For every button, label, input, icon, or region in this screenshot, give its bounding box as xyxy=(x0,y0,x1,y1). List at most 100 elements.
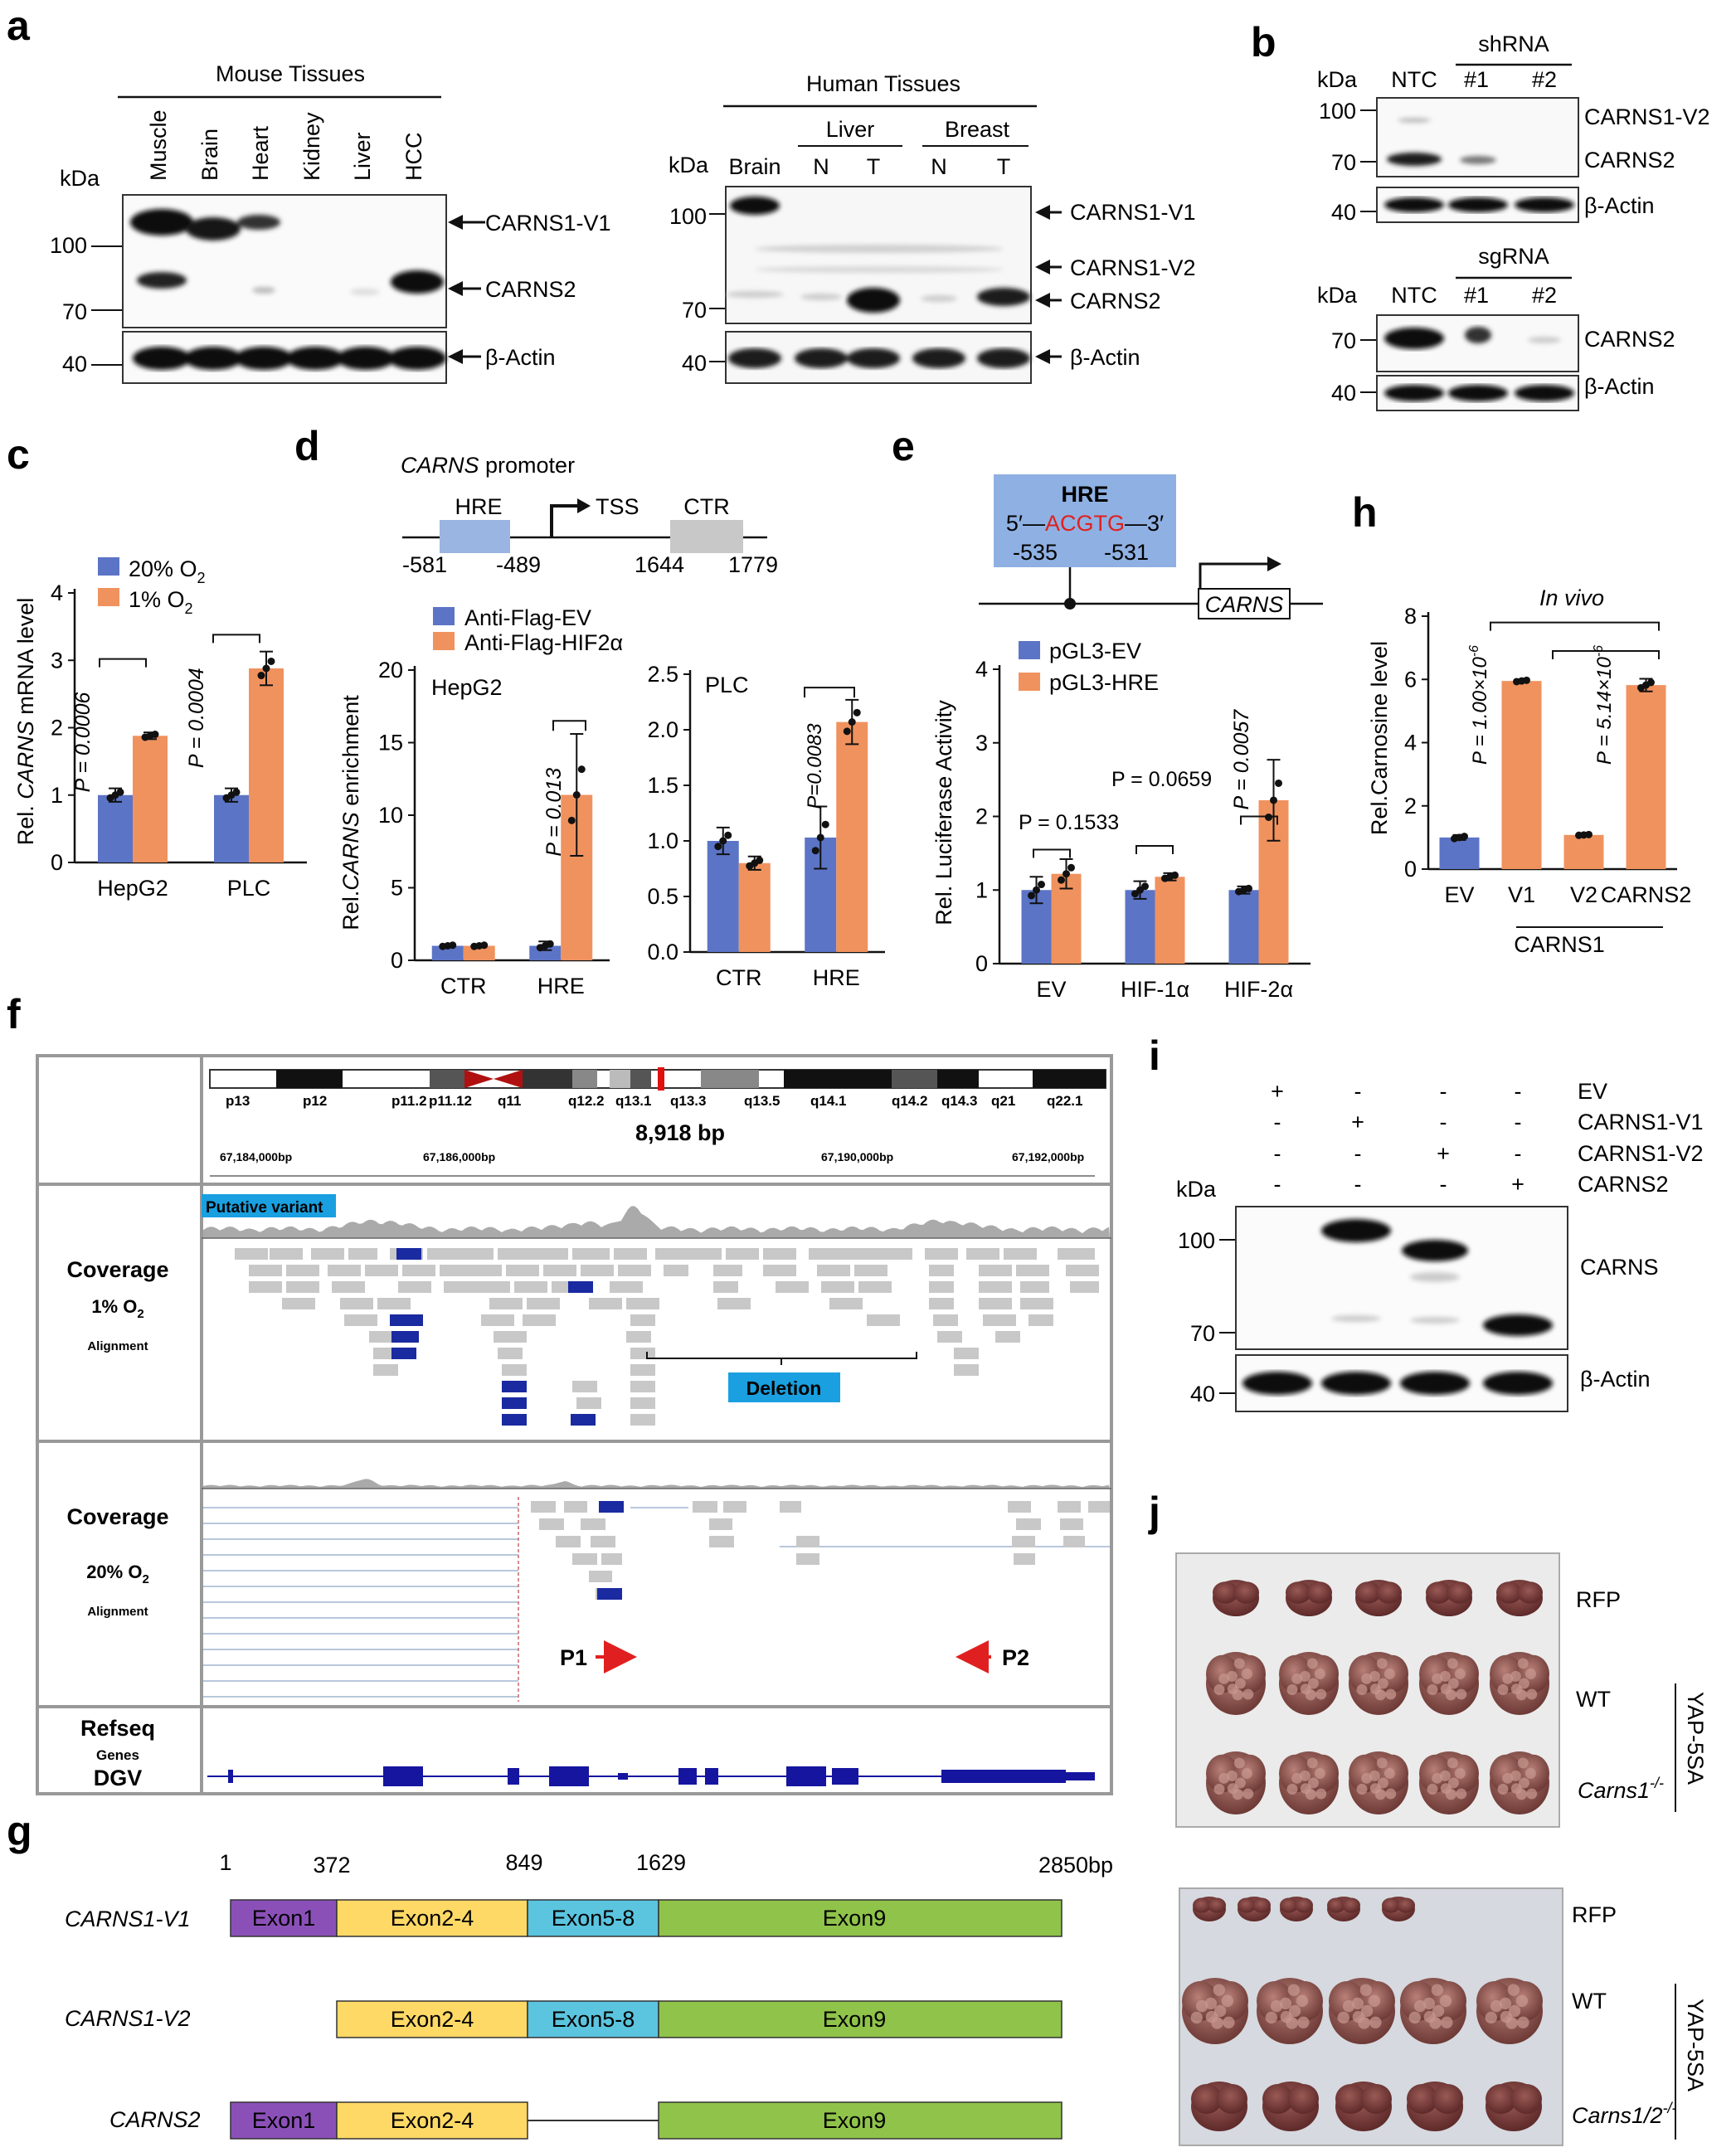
data-point xyxy=(1275,779,1282,787)
tumor-nodule xyxy=(1234,1678,1246,1689)
marker-40: 40 xyxy=(62,352,87,376)
track2-coverage: Coverage xyxy=(66,1504,168,1529)
group-liver: Liver xyxy=(826,117,875,142)
tumor-nodule xyxy=(1351,1997,1364,2010)
kda-label: kDa xyxy=(1176,1177,1217,1202)
tumor-nodule xyxy=(1299,1770,1311,1781)
tumor-nodule xyxy=(1307,1678,1319,1689)
liver-lobe xyxy=(1486,2084,1517,2114)
model-yap5sa: YAP-5SA xyxy=(1683,1692,1708,1785)
y-axis-label: Rel.CARNS enrichment xyxy=(338,695,363,930)
y-tick-label: 0.5 xyxy=(647,884,678,909)
data-point xyxy=(1063,870,1070,878)
liver-lobe xyxy=(1382,1897,1400,1913)
significance-bracket xyxy=(212,634,260,644)
read xyxy=(796,1553,819,1565)
significance-bracket xyxy=(99,658,147,668)
read xyxy=(282,1298,315,1309)
liver-lobe xyxy=(1327,1897,1345,1913)
tumor-nodule xyxy=(1385,1688,1397,1700)
read-variant xyxy=(391,1314,416,1326)
tumor-nodule xyxy=(1369,1670,1380,1682)
tumor-nodule xyxy=(1204,1997,1218,2010)
panel-label-a: a xyxy=(7,2,31,49)
bar xyxy=(214,794,249,862)
band-actin: β-Actin xyxy=(1584,193,1655,218)
promoter-title: CARNS promoter xyxy=(401,453,575,478)
y-axis-label: Rel. CARNS mRNA level xyxy=(13,598,38,846)
tumor-nodule xyxy=(1500,2010,1513,2023)
liver-lobe xyxy=(1193,1897,1211,1913)
panel-b-blots: shRNA kDa NTC #1 #2 100 70 40 CARNS1-V2 … xyxy=(1317,32,1710,411)
chart-title: In vivo xyxy=(1539,585,1604,610)
tumor-nodule xyxy=(1227,1783,1238,1795)
read-variant xyxy=(502,1397,527,1409)
tumor-nodule xyxy=(1524,1669,1536,1679)
tumor-nodule xyxy=(1213,2004,1227,2018)
liver-lobe xyxy=(1306,1581,1332,1604)
read xyxy=(809,1248,842,1260)
data-point xyxy=(1058,876,1065,884)
condition-sign: - xyxy=(1354,1172,1362,1197)
read xyxy=(713,1281,738,1293)
panel-label-i: i xyxy=(1149,1032,1160,1079)
exon9-label: Exon9 xyxy=(823,2108,887,2133)
condition-sign: - xyxy=(1440,1079,1447,1104)
read xyxy=(527,1298,560,1309)
band-label: q14.1 xyxy=(810,1093,846,1109)
read xyxy=(460,1248,494,1260)
tumor-nodule xyxy=(1427,1684,1438,1695)
data-point xyxy=(116,788,124,796)
x-tick-label: HIF-1α xyxy=(1121,977,1189,1002)
legend-swatch-1 xyxy=(98,588,119,606)
human-tissues-title: Human Tissues xyxy=(806,71,960,96)
tumor-nodule xyxy=(1510,1770,1521,1781)
tumor-nodule xyxy=(1377,1777,1388,1789)
read xyxy=(535,1248,568,1260)
condition-sign: + xyxy=(1351,1110,1364,1134)
read xyxy=(858,1281,892,1293)
primer-p2: P2 xyxy=(1002,1645,1029,1670)
genomic-coordinates: 67,184,000bp 67,186,000bp 67,190,000bp 6… xyxy=(220,1150,1084,1163)
read xyxy=(498,1348,523,1359)
exon9-v1 xyxy=(658,1899,1063,1937)
condition-sign: - xyxy=(1354,1141,1362,1166)
pos-1779: 1779 xyxy=(728,552,778,577)
read xyxy=(983,1314,1016,1326)
lane-ntc: NTC xyxy=(1391,283,1437,308)
legend-swatch-20 xyxy=(98,557,119,576)
data-point xyxy=(1028,891,1035,900)
lane-kidney: Kidney xyxy=(299,112,324,181)
read xyxy=(763,1248,796,1260)
ctr-box xyxy=(670,520,743,553)
data-point xyxy=(719,837,727,845)
lane-liver: Liver xyxy=(350,132,375,181)
read xyxy=(925,1248,958,1260)
y-tick-label: 0 xyxy=(51,850,63,875)
bar xyxy=(431,945,464,960)
read xyxy=(543,1265,576,1276)
data-point xyxy=(267,657,275,665)
coverage-track-1 xyxy=(203,1206,1110,1238)
panel-j-photos: RFP WT Carns1-/- RFP WT Carns1/2-/- YAP-… xyxy=(1175,1552,1708,2146)
panel-e: HRE 5′—ACGTG—3′ -535 -531 CARNS pGL3-EV … xyxy=(931,474,1323,1002)
tumor-nodule xyxy=(1314,1669,1325,1679)
tumor-nodule xyxy=(1485,2011,1497,2024)
marker-40: 40 xyxy=(682,351,707,376)
panel-a-mouse-blot: Mouse Tissues Muscle Brain Heart Kidney … xyxy=(50,61,611,384)
read xyxy=(564,1501,587,1513)
read xyxy=(344,1314,377,1326)
x-tick-label: EV xyxy=(1036,977,1066,1002)
primer-p1: P1 xyxy=(560,1645,587,1670)
condition-sign: - xyxy=(1515,1079,1522,1104)
panel-label-c: c xyxy=(7,431,30,478)
read xyxy=(235,1248,268,1260)
tumor-nodule xyxy=(1314,1768,1325,1779)
band-carns1-v1: CARNS1-V1 xyxy=(1070,200,1196,225)
condition-sign: + xyxy=(1511,1172,1524,1197)
y-tick-label: 4 xyxy=(975,657,988,682)
y-tick-label: 4 xyxy=(1404,731,1417,755)
band-label: q13.3 xyxy=(670,1093,706,1109)
y-tick-label: 0.0 xyxy=(647,940,678,964)
exon5-8-label: Exon5-8 xyxy=(552,1906,635,1931)
